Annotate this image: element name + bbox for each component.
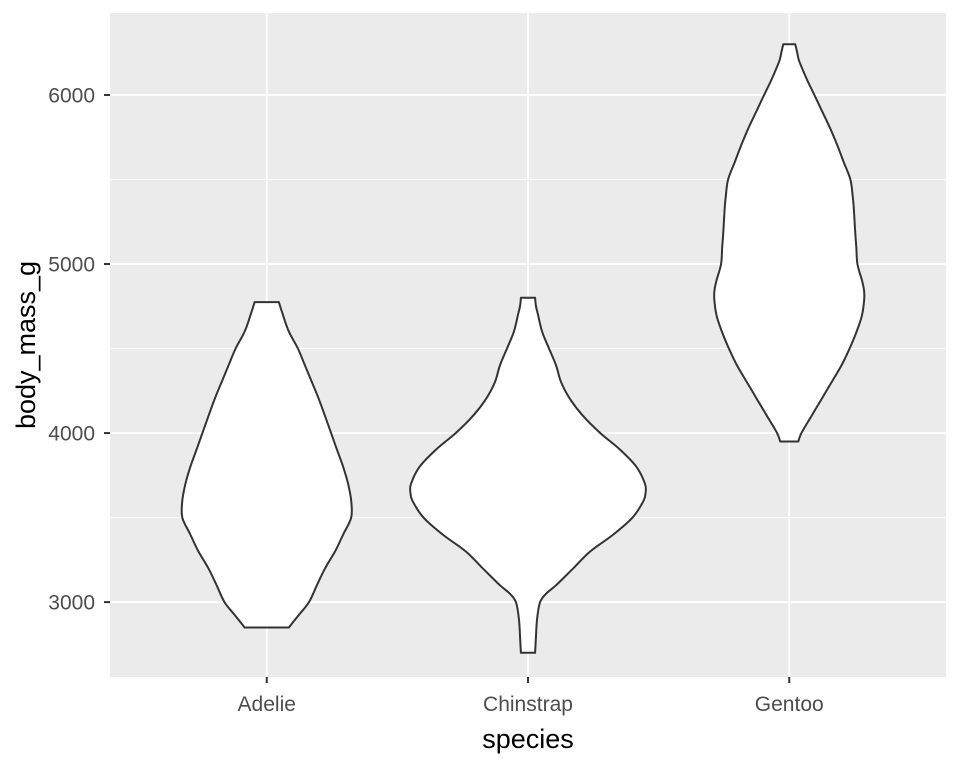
x-tick-label: Gentoo	[755, 693, 824, 716]
x-tick-label: Chinstrap	[483, 693, 573, 716]
y-tick-label: 5000	[48, 254, 95, 277]
y-axis-title: body_mass_g	[11, 261, 41, 429]
violin-shapes	[180, 43, 866, 654]
y-tick-label: 3000	[48, 592, 95, 615]
violin-gentoo	[713, 43, 866, 443]
y-tick-label: 4000	[48, 423, 95, 446]
x-axis-tick-labels: Adelie Chinstrap Gentoo	[238, 693, 824, 716]
y-tick-label: 6000	[48, 84, 95, 107]
violin-chinstrap	[409, 296, 647, 654]
axis-tick-marks	[104, 93, 791, 683]
violin-adelie	[180, 301, 353, 629]
x-tick-label: Adelie	[238, 693, 296, 716]
y-axis-tick-labels: 3000 4000 5000 6000	[48, 84, 95, 614]
x-axis-title: species	[482, 724, 574, 754]
